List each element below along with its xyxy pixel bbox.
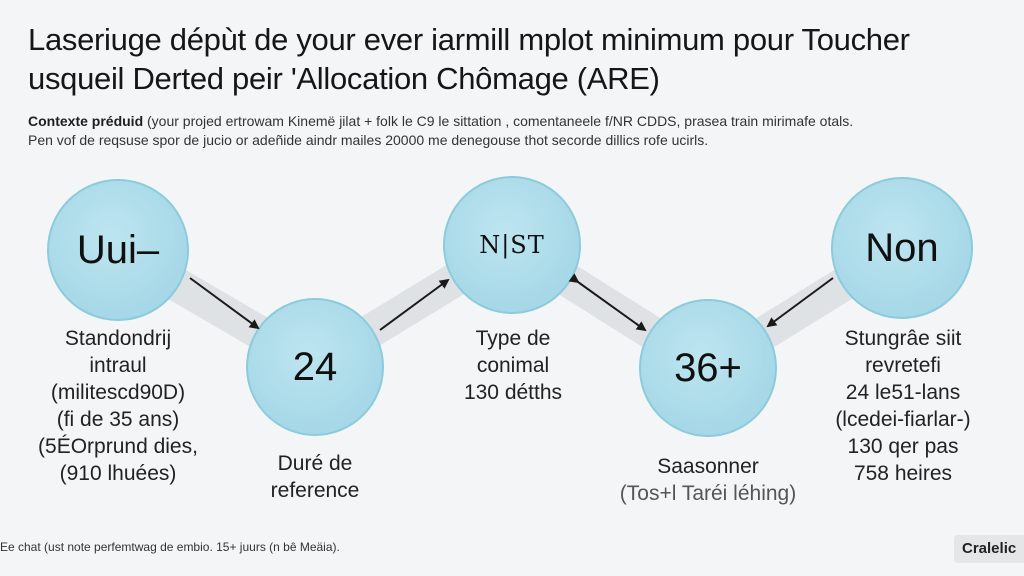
caption-1-line: Standondrij: [64, 327, 172, 350]
title-line-2: usqueil Derted peir 'Allocation Chômage …: [28, 61, 660, 96]
caption-3-line: 130 détths: [463, 381, 563, 404]
caption-node-1: Standondrij intraul (militescd90D) (fi d…: [18, 325, 218, 487]
caption-5-line: 24 le51-lans: [845, 381, 961, 404]
caption-3-line: Type de: [475, 327, 551, 350]
node-circle-1: [47, 179, 189, 321]
caption-3-line: conimal: [476, 354, 550, 377]
arrow-5-to-4: [766, 277, 834, 328]
caption-5-line: revretefi: [865, 354, 941, 377]
caption-5-line: (lcedei-fiarlar-): [835, 408, 971, 431]
node-circle-4: [639, 299, 777, 437]
node-label-2: 24: [292, 345, 338, 389]
title-line-1: Laseriuge dépùt de your ever iarmill mpl…: [28, 22, 910, 57]
caption-1-line: (militescd90D): [50, 381, 186, 404]
arrow-3-to-4: [568, 273, 647, 332]
caption-1-line: (fi de 35 ans): [56, 408, 180, 431]
page-title: Laseriuge dépùt de your ever iarmill mpl…: [28, 20, 1008, 98]
caption-5-line: 130 qer pas: [847, 435, 959, 458]
caption-1-line: intraul: [89, 354, 147, 377]
context-line-2: Pen vof de reqsuse spor de jucio or adeñ…: [28, 132, 709, 148]
source-badge: Cralelic: [954, 535, 1024, 563]
caption-5-line: 758 heires: [853, 462, 953, 485]
caption-2-line: reference: [270, 479, 360, 502]
node-label-1: Uui–: [76, 228, 160, 272]
node-circle-3: [443, 176, 581, 314]
footnote: Ee chat (ust note perfemtwag de embio. 1…: [0, 540, 340, 554]
context-line-1: Contexte préduid (your projed ertrowam K…: [28, 112, 1008, 131]
node-label-4: 36+: [674, 346, 742, 390]
node-circle-2: [246, 298, 384, 436]
arrow-1-to-2: [189, 277, 260, 330]
caption-node-3: Type de conimal 130 détths: [428, 325, 598, 406]
caption-1-line: (5ÉOrprund dies,: [38, 435, 198, 458]
caption-1-line: (910 lhuées): [59, 462, 177, 485]
node-label-3: N|ST: [479, 231, 545, 259]
node-label-5: Non: [865, 226, 939, 270]
caption-4-line: Saasonner: [657, 455, 759, 478]
caption-4-line: (Tos+l Taréi léhing): [619, 482, 797, 505]
context-paragraph: Contexte préduid (your projed ertrowam K…: [28, 112, 1008, 150]
caption-node-2: Duré de reference: [230, 450, 400, 504]
caption-2-line: Duré de: [277, 452, 353, 475]
caption-node-4: Saasonner (Tos+l Taréi léhing): [605, 453, 811, 507]
context-line-1-text: (your projed ertrowam Kinemë jilat + fol…: [143, 113, 854, 129]
node-circle-5: [831, 177, 973, 319]
caption-node-5: Stungrâe siit revretefi 24 le51-lans (lc…: [805, 325, 1001, 487]
context-label: Contexte préduid: [28, 113, 144, 129]
caption-5-line: Stungrâe siit: [844, 327, 962, 350]
arrow-2-to-3: [379, 278, 450, 331]
